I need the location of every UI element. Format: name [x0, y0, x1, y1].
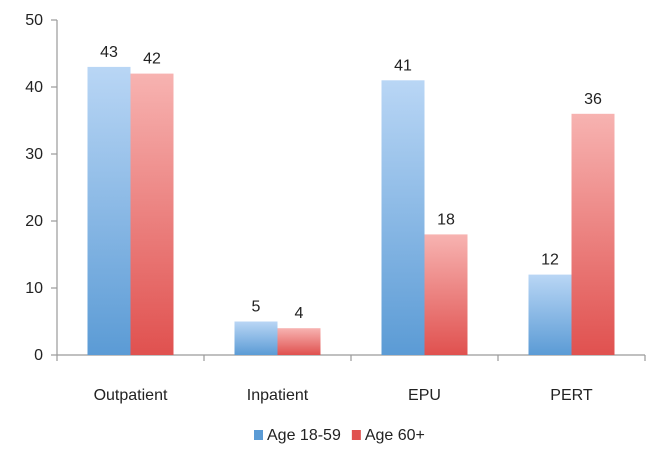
- bar-age-18-59-inpatient: [234, 321, 278, 355]
- bar-age-18-59-pert: [528, 274, 572, 355]
- bar-age-60--outpatient: [130, 73, 174, 355]
- data-label: 41: [394, 57, 412, 74]
- data-label: 43: [100, 44, 118, 61]
- legend-label: Age 18-59: [267, 427, 341, 444]
- bar-age-60--pert: [571, 113, 615, 355]
- legend: Age 18-59 Age 60+: [254, 427, 425, 444]
- bar-age-60--epu: [424, 234, 468, 355]
- y-tick-label: 20: [25, 213, 43, 230]
- y-tick-label: 30: [25, 146, 43, 163]
- data-label: 42: [143, 51, 161, 68]
- y-tick-label: 40: [25, 79, 43, 96]
- x-tick-label: Outpatient: [94, 387, 168, 404]
- y-tick-label: 0: [34, 347, 43, 364]
- data-label: 12: [541, 252, 559, 269]
- data-label: 36: [584, 91, 602, 108]
- legend-label: Age 60+: [365, 427, 425, 444]
- y-tick-label: 10: [25, 280, 43, 297]
- data-label: 4: [295, 305, 304, 322]
- legend-swatch: [351, 430, 361, 440]
- bar-age-60--inpatient: [277, 328, 321, 355]
- data-labels: 43 42 5 4 41 18 12 36: [100, 44, 602, 322]
- x-tick-label: PERT: [550, 387, 593, 404]
- bar-age-18-59-outpatient: [87, 66, 131, 356]
- y-tick-label: 50: [25, 12, 43, 29]
- y-axis: 0 10 20 30 40 50: [25, 12, 58, 364]
- legend-swatch: [254, 430, 263, 440]
- x-tick-label: Inpatient: [247, 387, 309, 404]
- data-label: 18: [437, 211, 455, 228]
- bar-age-18-59-epu: [381, 80, 425, 356]
- legend-item: Age 60+: [351, 427, 425, 444]
- x-axis: Outpatient Inpatient EPU PERT: [56, 354, 646, 404]
- bars: [87, 66, 615, 356]
- x-tick-label: EPU: [408, 387, 441, 404]
- legend-item: Age 18-59: [254, 427, 341, 444]
- data-label: 5: [252, 299, 261, 316]
